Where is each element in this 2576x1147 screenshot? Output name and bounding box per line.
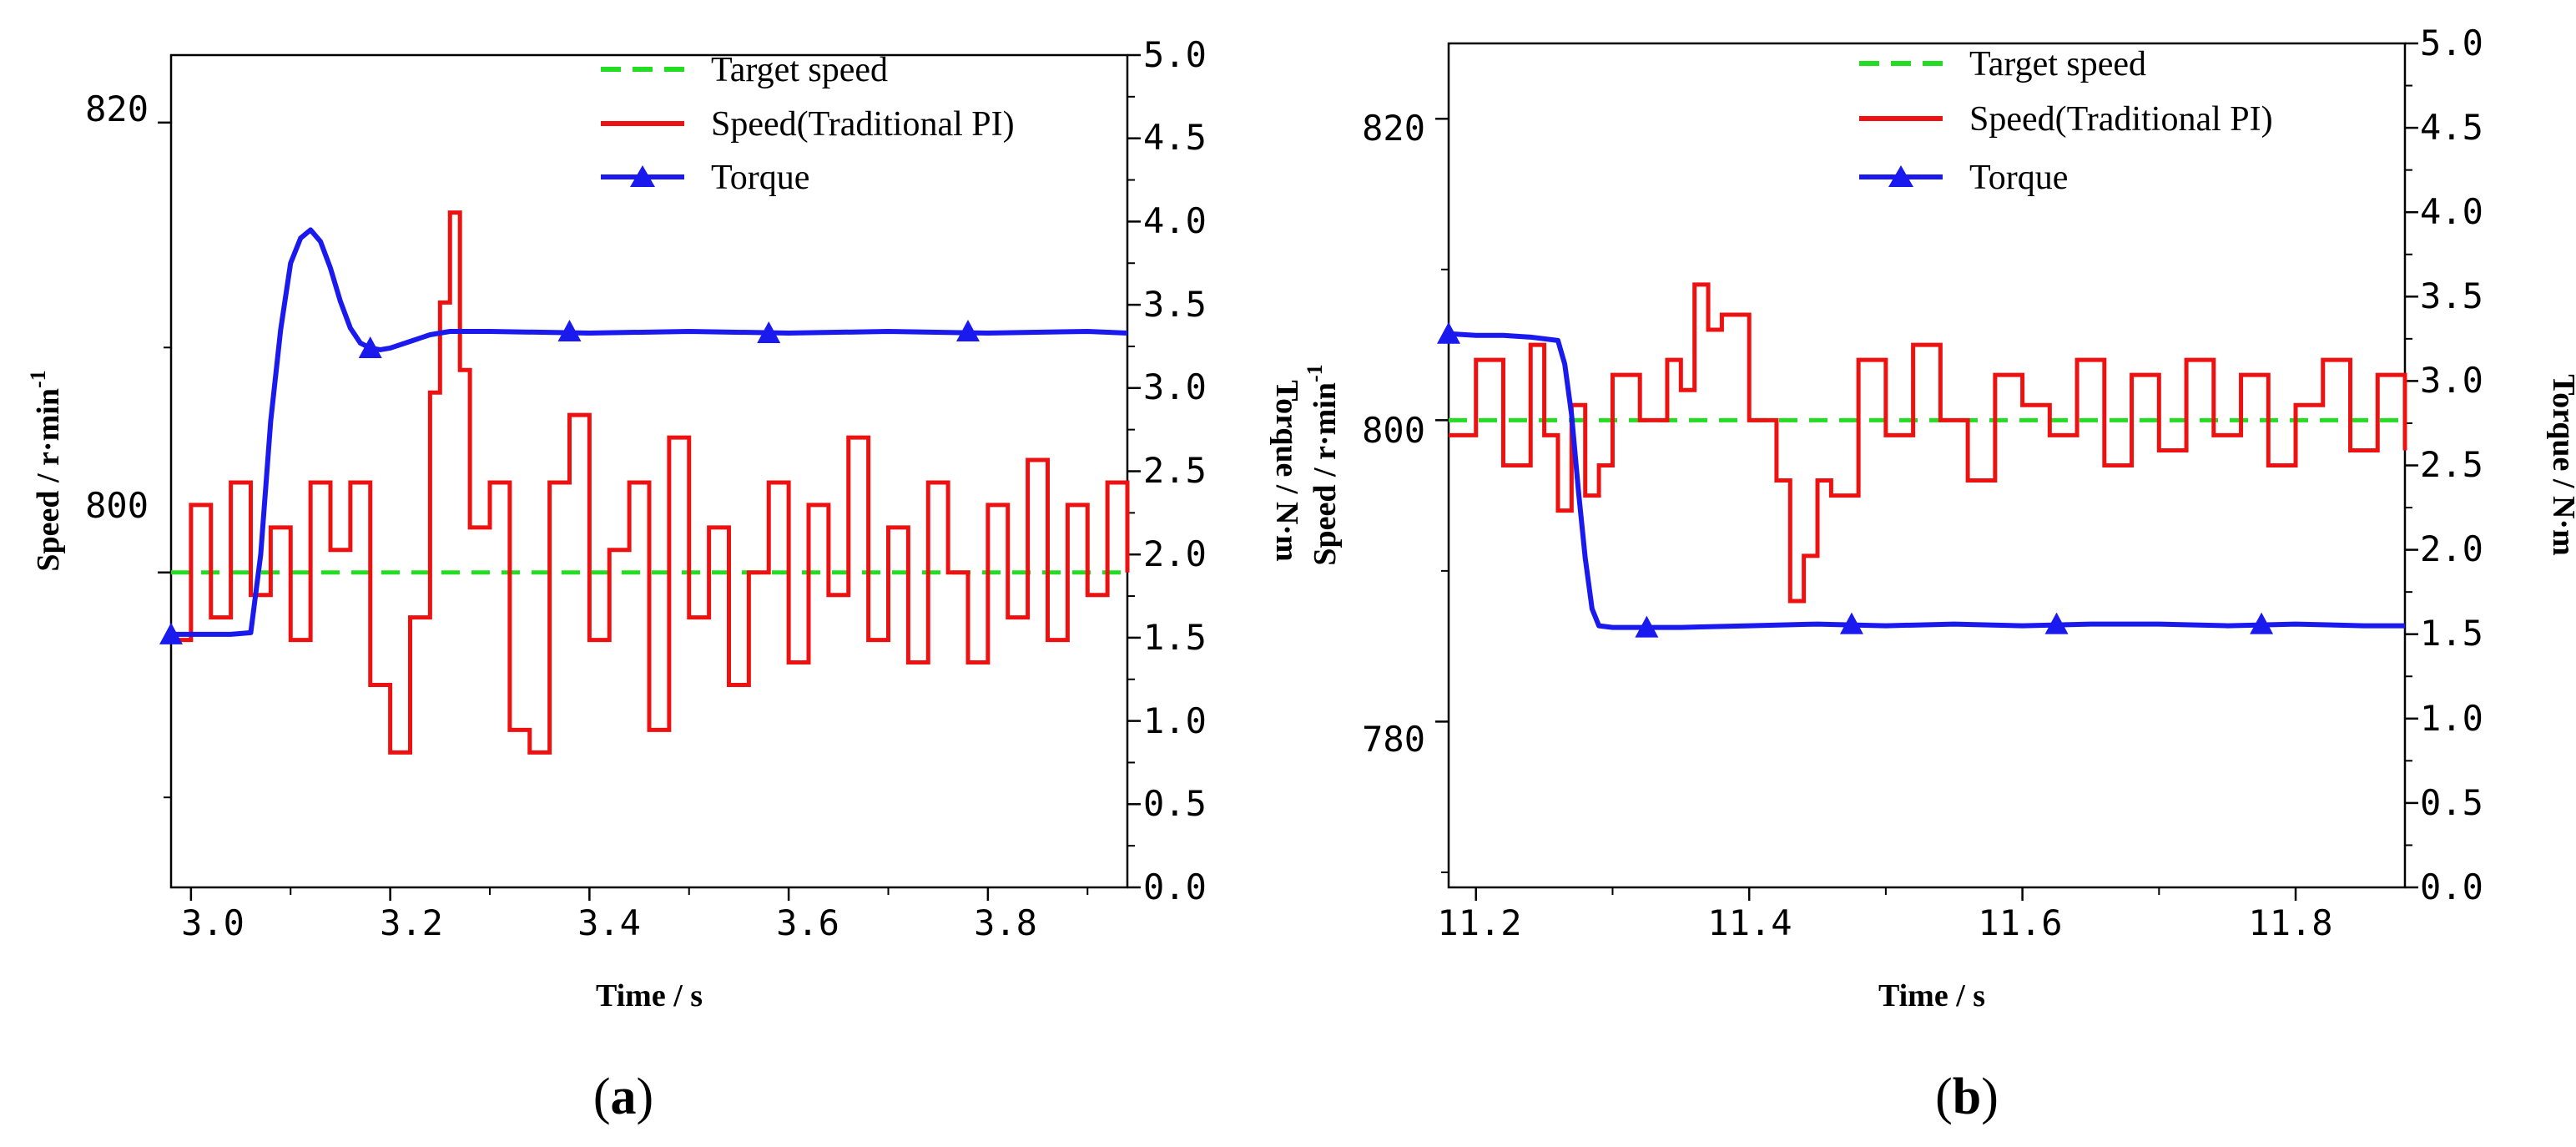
speed-series-line	[1449, 282, 2407, 604]
torque-series-line	[171, 227, 1128, 637]
y-right-tick-label: 0.5	[1143, 783, 1207, 824]
y-right-tick-label: 2.0	[2420, 528, 2483, 569]
torque-marker	[358, 336, 382, 358]
x-tick-label: 11.4	[1707, 902, 1792, 943]
y-right-tick-label: 0.5	[2420, 782, 2483, 823]
x-tick-label: 3.2	[380, 902, 443, 943]
torque-marker	[1839, 612, 1863, 634]
speed-series-line	[171, 210, 1130, 755]
y-left-axis-title-main: Speed / r·min	[31, 388, 66, 572]
chart-panel-a: 3.0 3.2 3.4 3.6 3.8 800 820 0.0 0.5 1.0 …	[26, 34, 1304, 1125]
legend-label-target: Target speed	[711, 51, 888, 89]
y-right-tick-label: 3.5	[2420, 275, 2483, 316]
series-a	[159, 210, 1130, 755]
y-left-axis-title-sup: -1	[1303, 364, 1327, 382]
y-right-tick-label: 5.0	[1143, 34, 1207, 75]
y-right-tick-label: 4.0	[2420, 191, 2483, 232]
y-left-axis-title-main: Speed / r·min	[1308, 382, 1343, 566]
y-left-axis-title: Speed / r·min-1	[1303, 364, 1343, 565]
y-right-tick-label: 1.5	[2420, 613, 2483, 654]
y-right-tick-label: 4.5	[2420, 107, 2483, 148]
y-right-tick-label: 2.5	[2420, 444, 2483, 485]
x-tick-label: 3.6	[776, 902, 839, 943]
torque-marker	[1635, 615, 1659, 638]
legend-label-target: Target speed	[1969, 45, 2146, 83]
torque-marker	[757, 321, 781, 343]
x-tick-label: 11.8	[2248, 902, 2332, 943]
y-left-tick-label: 800	[1362, 410, 1425, 451]
x-tick-label: 3.0	[181, 902, 244, 943]
y-right-axis-title: Torque / N·m	[1269, 380, 1304, 562]
torque-marker	[159, 622, 183, 644]
y-left-tick-label: 820	[1362, 108, 1425, 149]
y-right-tick-label: 1.0	[2420, 698, 2483, 739]
legend-label-torque: Torque	[1969, 159, 2068, 197]
chart-panel-b: 11.2 11.4 11.6 11.8 780 800 820 0.0 0.5 …	[1303, 23, 2576, 1125]
y-right-tick-label: 0.0	[1143, 867, 1207, 907]
torque-marker	[557, 320, 582, 342]
torque-series-line	[1448, 331, 2405, 630]
y-right-tick-label: 4.0	[1143, 200, 1207, 241]
panel-label-b: (b)	[1935, 1069, 1999, 1125]
x-axis-title: Time / s	[1878, 978, 1985, 1013]
x-axis-title: Time / s	[596, 978, 703, 1013]
legend-label-torque: Torque	[711, 159, 809, 197]
y-right-tick-label: 2.0	[1143, 533, 1207, 574]
y-left-tick-label: 780	[1362, 719, 1425, 760]
legend-marker-triangle	[1888, 165, 1913, 187]
y-left-tick-label: 820	[85, 88, 149, 129]
torque-marker	[1437, 321, 1460, 344]
legend-b: Target speed Speed(Traditional PI) Torqu…	[1859, 45, 2273, 197]
y-right-tick-label: 4.5	[1143, 117, 1207, 158]
y-right-tick-label: 3.0	[1143, 366, 1207, 407]
y-right-tick-label: 3.0	[2420, 360, 2483, 401]
x-tick-label: 11.2	[1437, 902, 1521, 943]
legend-a: Target speed Speed(Traditional PI) Torqu…	[601, 51, 1015, 197]
plot-frame-b	[1447, 42, 2407, 889]
tick-marks-b	[1435, 42, 2418, 901]
y-right-tick-label: 2.5	[1143, 450, 1207, 491]
series-b	[1437, 282, 2407, 638]
legend-marker-triangle	[630, 165, 655, 187]
torque-marker	[2044, 612, 2069, 634]
legend-label-speed: Speed(Traditional PI)	[711, 105, 1015, 144]
y-right-tick-label: 0.0	[2420, 867, 2483, 907]
y-right-tick-label: 1.0	[1143, 700, 1207, 741]
y-right-axis-title: Torque / N·m	[2546, 374, 2576, 556]
y-left-tick-label: 800	[85, 485, 149, 526]
torque-marker	[2250, 612, 2274, 634]
x-tick-label: 11.6	[1978, 902, 2062, 943]
x-tick-label: 3.8	[974, 902, 1037, 943]
torque-marker	[956, 320, 980, 342]
y-left-axis-title: Speed / r·min-1	[26, 370, 66, 571]
x-tick-label: 3.4	[577, 902, 641, 943]
y-right-tick-label: 5.0	[2420, 23, 2483, 63]
y-right-tick-label: 3.5	[1143, 284, 1207, 325]
panel-label-a: (a)	[593, 1069, 653, 1125]
y-right-tick-label: 1.5	[1143, 617, 1207, 658]
legend-label-speed: Speed(Traditional PI)	[1969, 100, 2273, 139]
y-left-axis-title-sup: -1	[26, 370, 50, 388]
